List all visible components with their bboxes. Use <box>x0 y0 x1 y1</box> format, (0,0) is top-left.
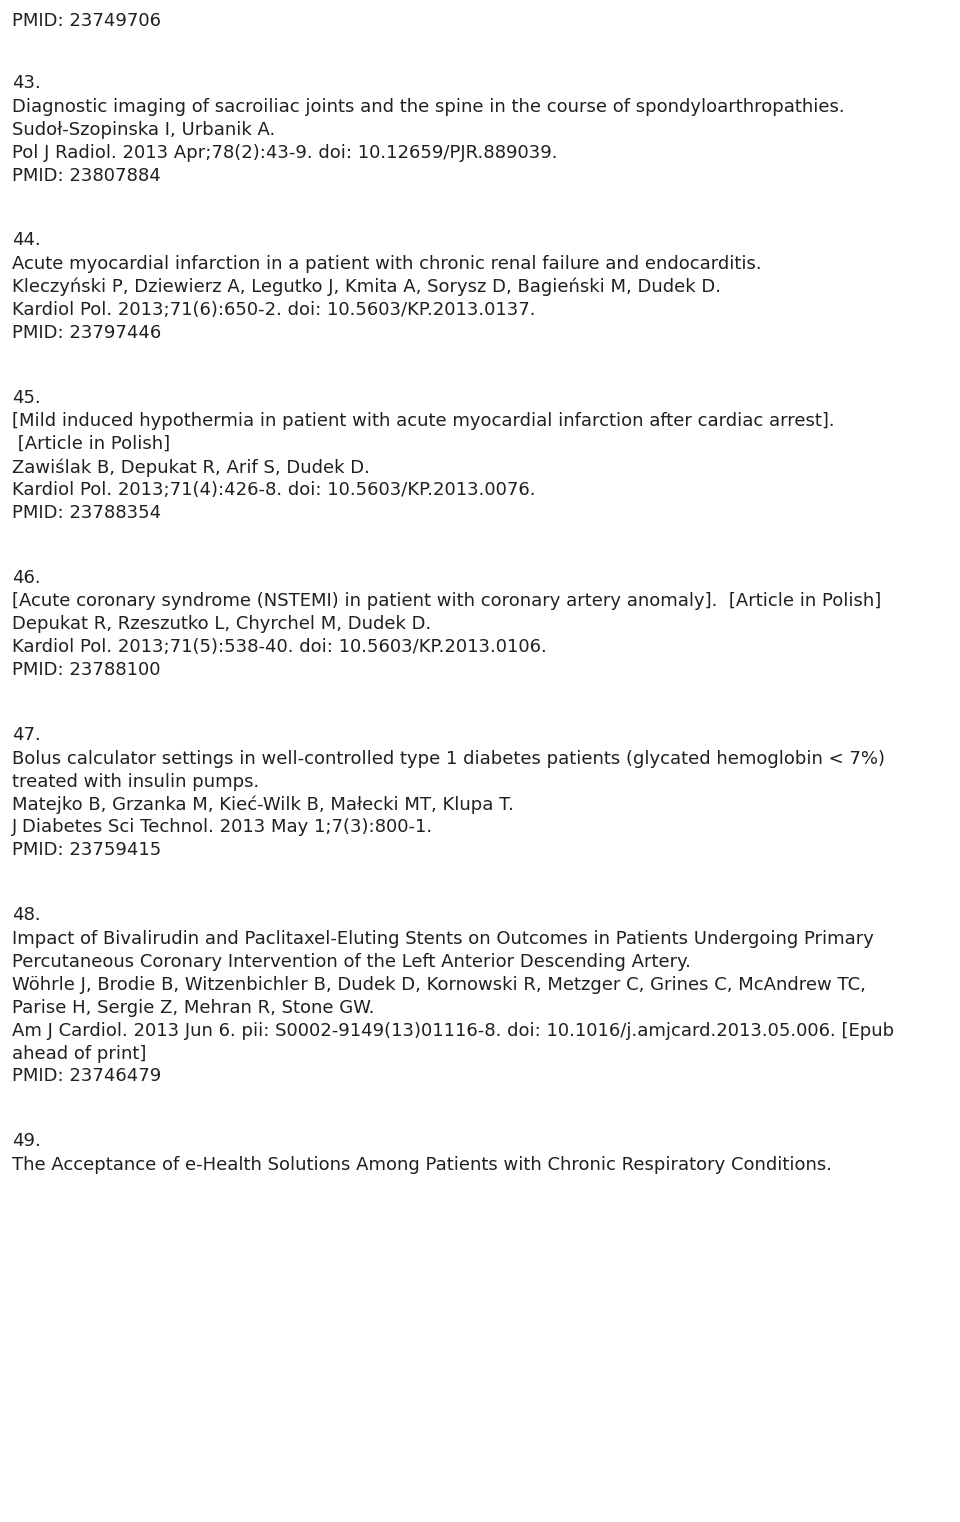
Text: Kardiol Pol. 2013;71(5):538-40. doi: 10.5603/KP.2013.0106.: Kardiol Pol. 2013;71(5):538-40. doi: 10.… <box>12 638 547 656</box>
Text: J Diabetes Sci Technol. 2013 May 1;7(3):800-1.: J Diabetes Sci Technol. 2013 May 1;7(3):… <box>12 819 433 837</box>
Text: 45.: 45. <box>12 388 40 406</box>
Text: 48.: 48. <box>12 906 40 924</box>
Text: Parise H, Sergie Z, Mehran R, Stone GW.: Parise H, Sergie Z, Mehran R, Stone GW. <box>12 998 374 1017</box>
Text: Depukat R, Rzeszutko L, Chyrchel M, Dudek D.: Depukat R, Rzeszutko L, Chyrchel M, Dude… <box>12 615 431 633</box>
Text: [Mild induced hypothermia in patient with acute myocardial infarction after card: [Mild induced hypothermia in patient wit… <box>12 412 834 431</box>
Text: Bolus calculator settings in well-controlled type 1 diabetes patients (glycated : Bolus calculator settings in well-contro… <box>12 749 885 767</box>
Text: Acute myocardial infarction in a patient with chronic renal failure and endocard: Acute myocardial infarction in a patient… <box>12 256 761 272</box>
Text: PMID: 23749706: PMID: 23749706 <box>12 12 161 30</box>
Text: PMID: 23788100: PMID: 23788100 <box>12 661 160 679</box>
Text: [Article in Polish]: [Article in Polish] <box>12 435 170 454</box>
Text: Sudoł-Szopinska I, Urbanik A.: Sudoł-Szopinska I, Urbanik A. <box>12 120 276 139</box>
Text: Pol J Radiol. 2013 Apr;78(2):43-9. doi: 10.12659/PJR.889039.: Pol J Radiol. 2013 Apr;78(2):43-9. doi: … <box>12 143 558 161</box>
Text: 43.: 43. <box>12 75 40 93</box>
Text: [Acute coronary syndrome (NSTEMI) in patient with coronary artery anomaly].  [Ar: [Acute coronary syndrome (NSTEMI) in pat… <box>12 592 881 610</box>
Text: Kardiol Pol. 2013;71(6):650-2. doi: 10.5603/KP.2013.0137.: Kardiol Pol. 2013;71(6):650-2. doi: 10.5… <box>12 301 536 318</box>
Text: Wöhrle J, Brodie B, Witzenbichler B, Dudek D, Kornowski R, Metzger C, Grines C, : Wöhrle J, Brodie B, Witzenbichler B, Dud… <box>12 976 866 994</box>
Text: PMID: 23759415: PMID: 23759415 <box>12 842 161 860</box>
Text: PMID: 23807884: PMID: 23807884 <box>12 166 160 184</box>
Text: Zawiślak B, Depukat R, Arif S, Dudek D.: Zawiślak B, Depukat R, Arif S, Dudek D. <box>12 458 370 476</box>
Text: 49.: 49. <box>12 1132 40 1151</box>
Text: PMID: 23746479: PMID: 23746479 <box>12 1067 161 1085</box>
Text: 44.: 44. <box>12 231 40 250</box>
Text: Matejko B, Grzanka M, Kieć-Wilk B, Małecki MT, Klupa T.: Matejko B, Grzanka M, Kieć-Wilk B, Małec… <box>12 796 514 814</box>
Text: The Acceptance of e-Health Solutions Among Patients with Chronic Respiratory Con: The Acceptance of e-Health Solutions Amo… <box>12 1155 832 1173</box>
Text: Percutaneous Coronary Intervention of the Left Anterior Descending Artery.: Percutaneous Coronary Intervention of th… <box>12 953 691 971</box>
Text: 47.: 47. <box>12 726 40 744</box>
Text: Diagnostic imaging of sacroiliac joints and the spine in the course of spondyloa: Diagnostic imaging of sacroiliac joints … <box>12 97 845 116</box>
Text: treated with insulin pumps.: treated with insulin pumps. <box>12 773 259 790</box>
Text: Am J Cardiol. 2013 Jun 6. pii: S0002-9149(13)01116-8. doi: 10.1016/j.amjcard.201: Am J Cardiol. 2013 Jun 6. pii: S0002-914… <box>12 1021 894 1040</box>
Text: Impact of Bivalirudin and Paclitaxel-Eluting Stents on Outcomes in Patients Unde: Impact of Bivalirudin and Paclitaxel-Elu… <box>12 930 874 948</box>
Text: Kleczyński P, Dziewierz A, Legutko J, Kmita A, Sorysz D, Bagieński M, Dudek D.: Kleczyński P, Dziewierz A, Legutko J, Km… <box>12 279 721 297</box>
Text: ahead of print]: ahead of print] <box>12 1044 146 1062</box>
Text: Kardiol Pol. 2013;71(4):426-8. doi: 10.5603/KP.2013.0076.: Kardiol Pol. 2013;71(4):426-8. doi: 10.5… <box>12 481 536 499</box>
Text: PMID: 23788354: PMID: 23788354 <box>12 504 161 522</box>
Text: PMID: 23797446: PMID: 23797446 <box>12 324 161 342</box>
Text: 46.: 46. <box>12 569 40 586</box>
